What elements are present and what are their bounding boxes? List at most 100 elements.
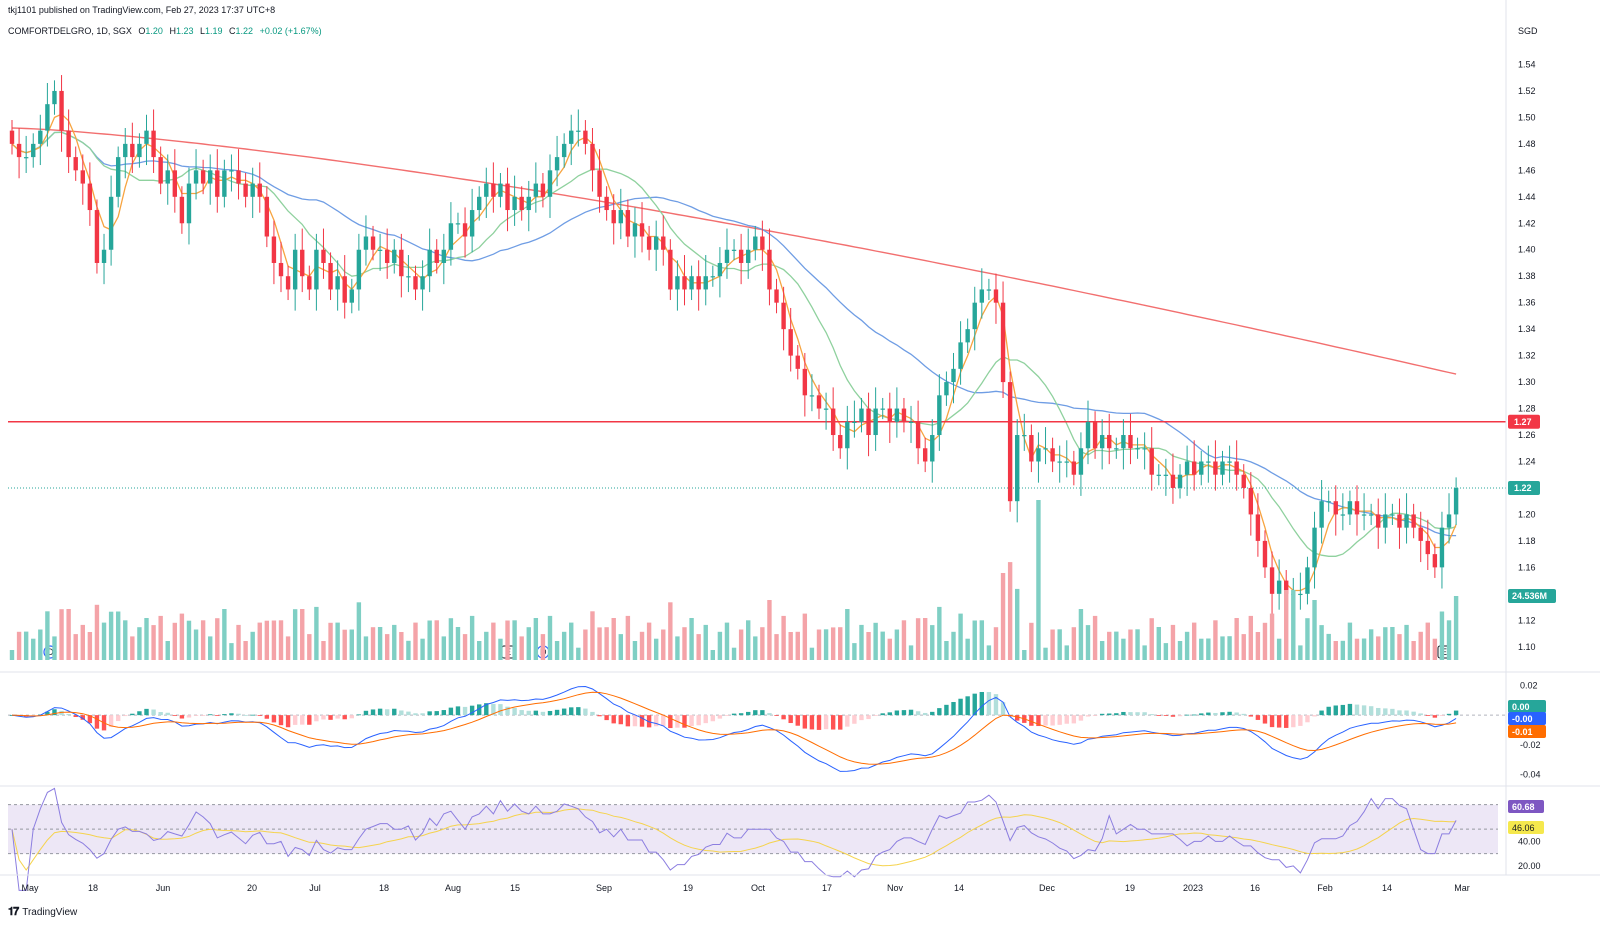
candle-body bbox=[498, 183, 503, 197]
volume-bar bbox=[115, 611, 121, 660]
volume-bar bbox=[1432, 638, 1438, 660]
candle-body bbox=[1206, 461, 1211, 463]
candle-body bbox=[689, 276, 694, 290]
volume-bar bbox=[781, 615, 786, 660]
candle-body bbox=[880, 408, 885, 410]
macd-histogram-bar bbox=[300, 715, 305, 725]
macd-histogram-bar bbox=[377, 708, 383, 716]
macd-histogram-bar bbox=[1029, 715, 1034, 726]
macd-histogram-bar bbox=[1036, 715, 1041, 727]
volume-bar bbox=[505, 620, 510, 660]
candle-body bbox=[618, 210, 623, 224]
macd-histogram-bar bbox=[774, 715, 779, 716]
macd-histogram-bar bbox=[186, 715, 192, 718]
time-axis-label: Jun bbox=[156, 883, 171, 893]
candle-body bbox=[222, 170, 227, 197]
volume-bar bbox=[618, 634, 623, 660]
volume-bar bbox=[1333, 641, 1338, 660]
rsi-ma-tag-text: 46.06 bbox=[1512, 823, 1535, 833]
candle-body bbox=[200, 170, 206, 184]
macd-histogram-bar bbox=[724, 715, 730, 716]
time-axis-label: 14 bbox=[1382, 883, 1392, 893]
time-axis-label: Feb bbox=[1317, 883, 1333, 893]
footer-brand[interactable]: 𝟏𝟕 TradingView bbox=[8, 906, 77, 919]
macd-histogram-bar bbox=[59, 710, 64, 716]
macd-histogram-bar bbox=[123, 715, 128, 717]
volume-bar bbox=[1128, 629, 1133, 660]
candle-body bbox=[377, 249, 383, 251]
candle-body bbox=[434, 249, 439, 263]
volume-bar bbox=[314, 606, 319, 660]
volume-bar bbox=[816, 629, 822, 660]
macd-histogram-bar bbox=[944, 704, 949, 716]
macd-histogram-bar bbox=[632, 715, 638, 727]
macd-histogram-bar bbox=[710, 715, 716, 722]
volume-bar bbox=[682, 627, 687, 660]
volume-bar bbox=[1397, 634, 1402, 660]
volume-bar bbox=[285, 636, 291, 660]
volume-bar bbox=[31, 638, 36, 660]
candle-body bbox=[639, 223, 645, 237]
candle-body bbox=[668, 249, 673, 290]
volume-bar bbox=[866, 632, 871, 660]
candle-body bbox=[1276, 580, 1282, 594]
macd-histogram-bar bbox=[434, 711, 439, 716]
volume-bar bbox=[1071, 627, 1077, 660]
macd-histogram-bar bbox=[370, 709, 376, 716]
candle-body bbox=[554, 157, 560, 171]
volume-bar bbox=[1206, 638, 1211, 660]
macd-histogram-bar bbox=[590, 711, 595, 716]
macd-histogram-bar bbox=[717, 715, 723, 719]
candle-body bbox=[264, 196, 270, 237]
candle-body bbox=[335, 276, 340, 290]
price-tick-label: 1.34 bbox=[1518, 324, 1536, 334]
macd-histogram-bar bbox=[307, 715, 312, 725]
candle-body bbox=[576, 130, 581, 132]
macd-histogram-bar bbox=[689, 715, 694, 727]
price-tick-label: 1.28 bbox=[1518, 404, 1536, 414]
candle-body bbox=[1029, 435, 1034, 462]
volume-bar bbox=[1418, 631, 1423, 660]
macd-histogram-bar bbox=[1262, 715, 1268, 724]
volume-bar bbox=[533, 618, 539, 660]
volume-tag bbox=[1508, 589, 1556, 603]
macd-histogram-bar bbox=[922, 712, 928, 716]
macd-histogram-bar bbox=[1199, 713, 1204, 716]
candle-body bbox=[1319, 501, 1324, 528]
macd-histogram-bar bbox=[498, 704, 503, 716]
candle-body bbox=[1446, 514, 1452, 528]
candle-body bbox=[179, 196, 185, 224]
macd-histogram-bar bbox=[1347, 703, 1353, 716]
signal-line bbox=[11, 691, 1457, 765]
macd-histogram-bar bbox=[448, 707, 454, 716]
macd-histogram-bar bbox=[1078, 715, 1084, 721]
macd-histogram-bar bbox=[1092, 715, 1098, 716]
macd-histogram-bar bbox=[653, 715, 659, 727]
macd-histogram-bar bbox=[1220, 712, 1225, 716]
volume-bar bbox=[66, 609, 71, 660]
volume-bar bbox=[193, 629, 199, 660]
volume-bar bbox=[1199, 638, 1204, 660]
macd-histogram-bar bbox=[1184, 714, 1190, 716]
candle-body bbox=[1022, 435, 1027, 437]
volume-bar bbox=[710, 650, 716, 660]
candle-body bbox=[236, 170, 241, 184]
rsi-line bbox=[11, 787, 1457, 891]
volume-bar bbox=[406, 640, 411, 660]
macd-histogram-bar bbox=[1291, 715, 1296, 728]
candle-body bbox=[1015, 435, 1020, 502]
volume-bar bbox=[632, 641, 638, 660]
macd-histogram-bar bbox=[816, 715, 822, 730]
candle-body bbox=[484, 183, 489, 197]
candle-body bbox=[1043, 448, 1048, 450]
candle-body bbox=[1411, 514, 1416, 528]
candle-body bbox=[215, 170, 220, 197]
macd-histogram-bar bbox=[285, 715, 291, 728]
last-price-tag bbox=[1508, 480, 1540, 495]
volume-bar bbox=[590, 611, 595, 660]
price-tick-label: 1.16 bbox=[1518, 562, 1536, 572]
candle-body bbox=[80, 170, 85, 184]
symbol-legend[interactable]: COMFORTDELGRO, 1D, SGX O1.20 H1.23 L1.19… bbox=[8, 26, 322, 36]
macd-histogram-bar bbox=[427, 711, 432, 716]
